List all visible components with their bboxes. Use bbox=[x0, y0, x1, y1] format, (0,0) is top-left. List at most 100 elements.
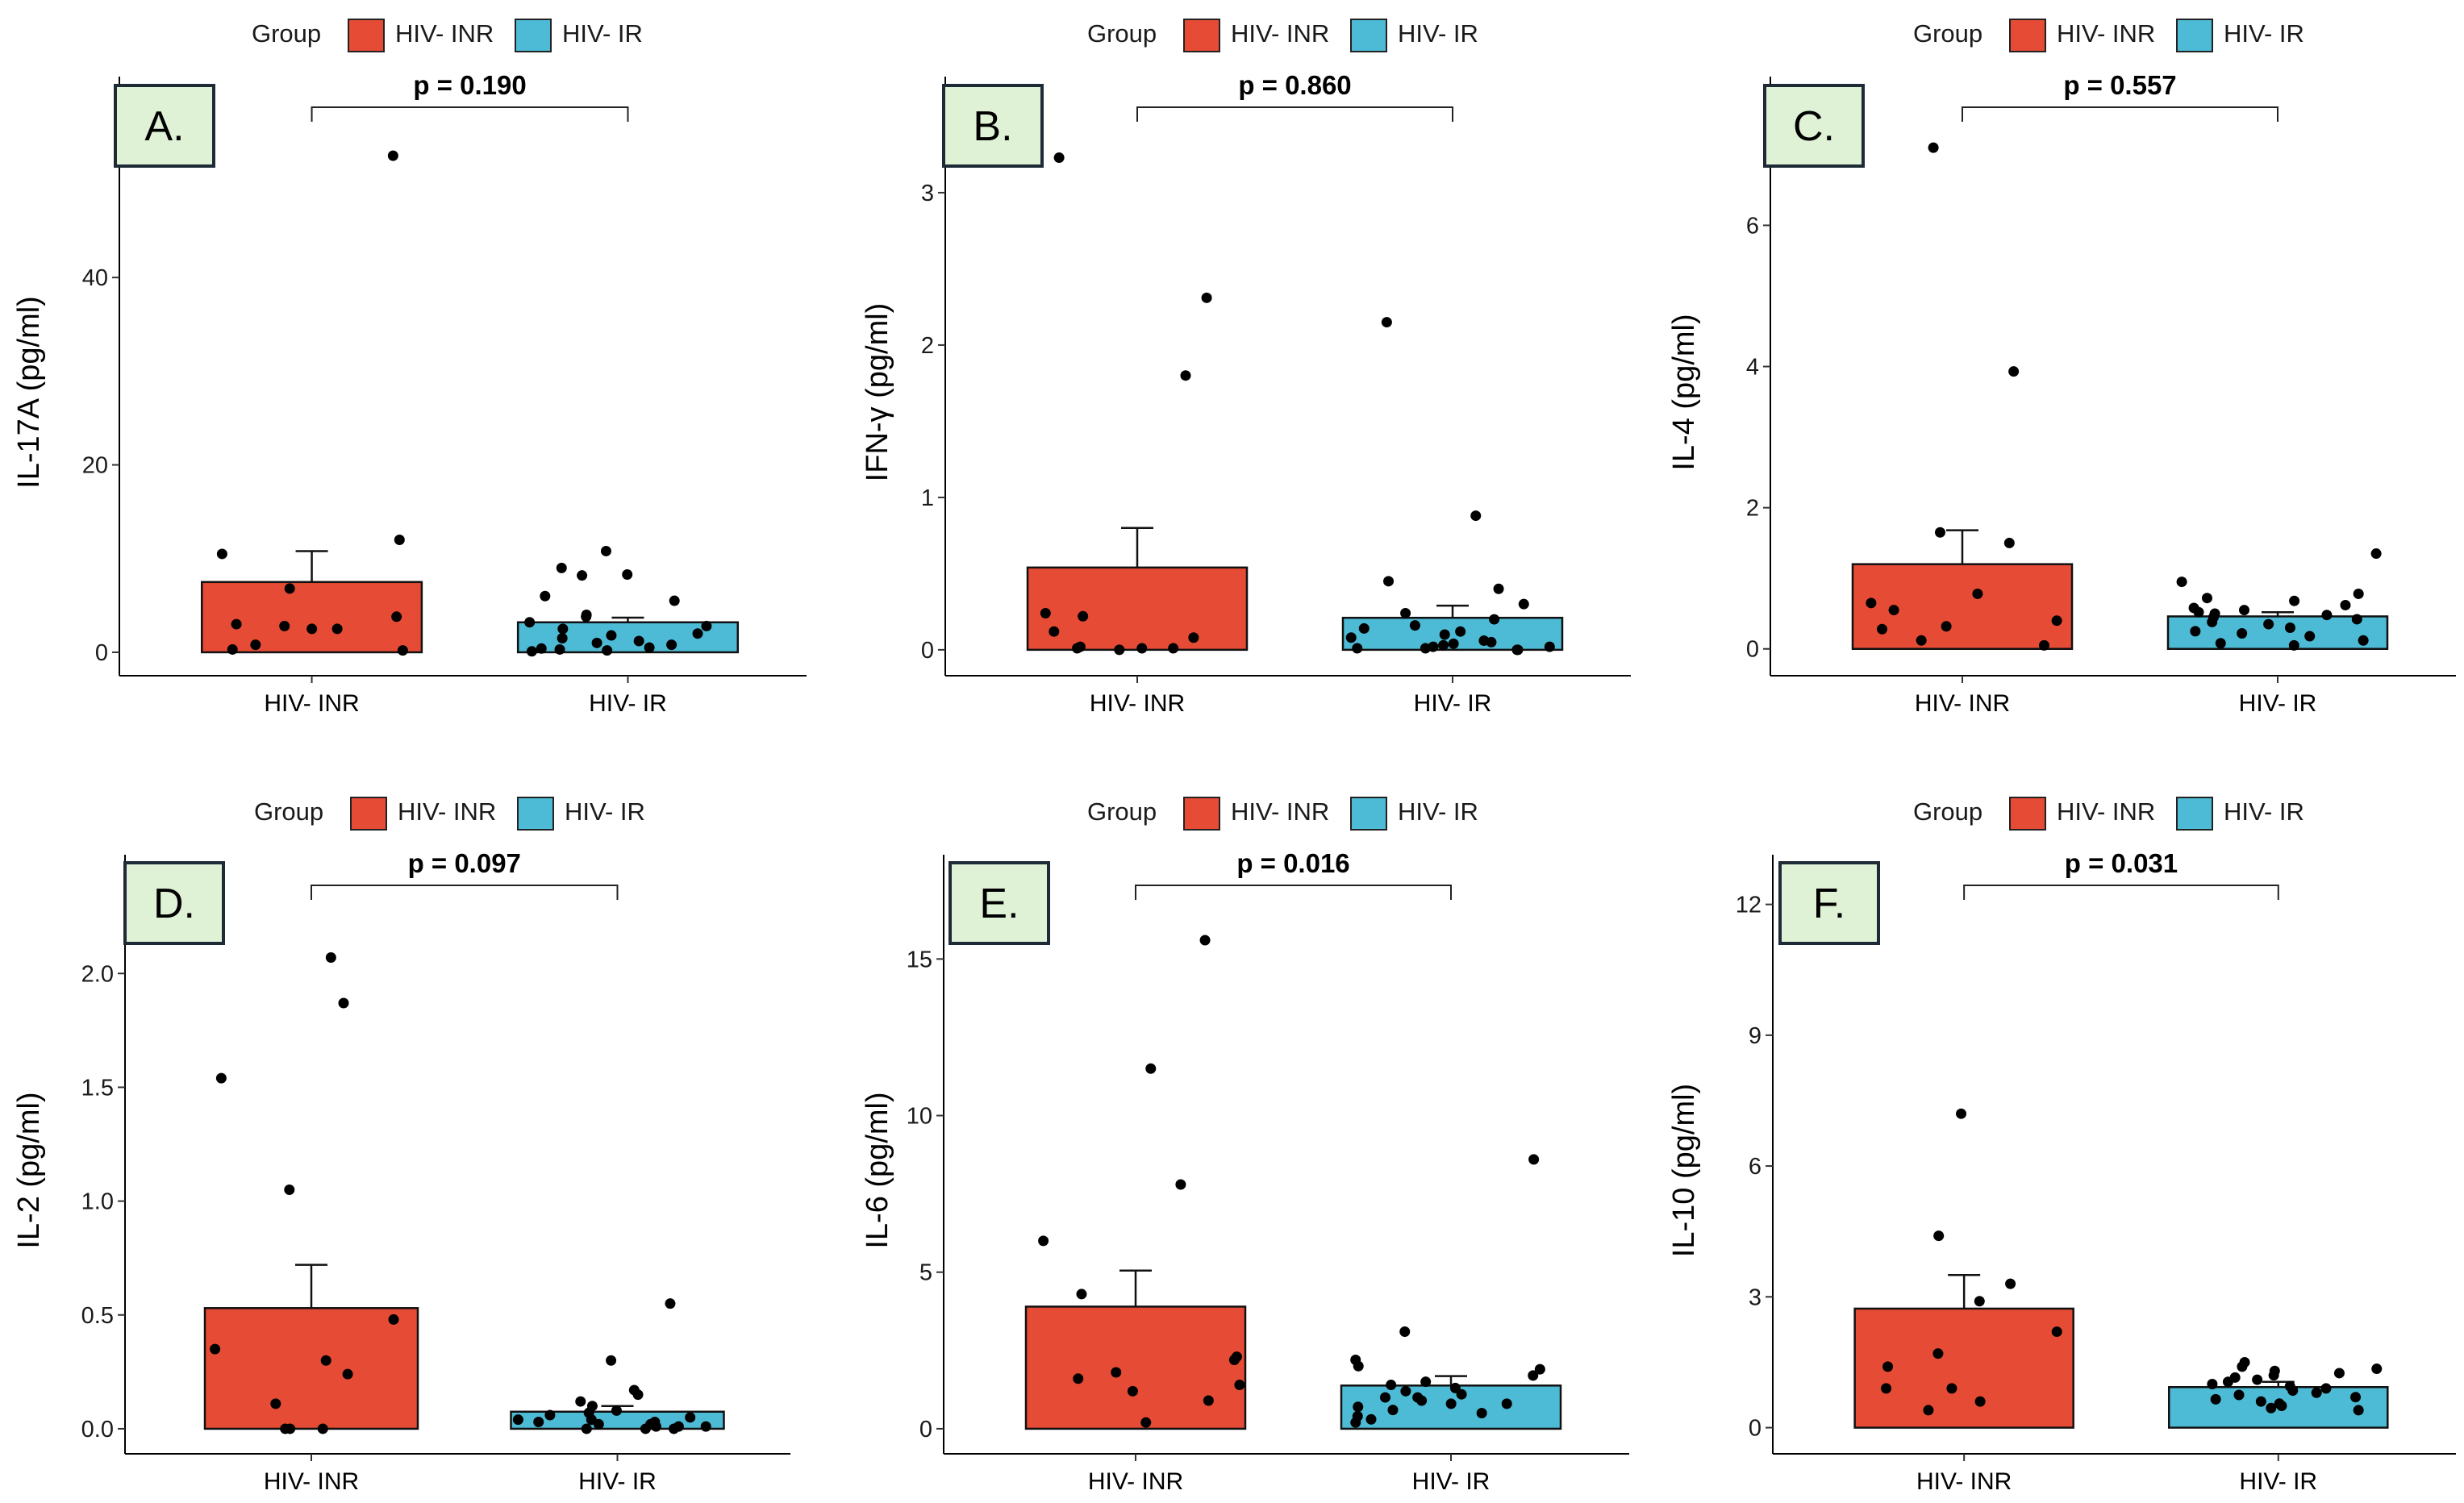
p-value-label: p = 0.860 bbox=[1238, 70, 1351, 100]
legend-title: Group bbox=[1087, 797, 1157, 826]
legend-swatch-ir bbox=[517, 797, 554, 831]
x-tick-label: HIV- INR bbox=[1915, 690, 2010, 717]
y-tick-label: 6 bbox=[1749, 1154, 1761, 1180]
data-point bbox=[215, 1072, 227, 1084]
data-point bbox=[270, 1398, 281, 1409]
legend-swatch-ir bbox=[1350, 797, 1387, 831]
p-value-label: p = 0.097 bbox=[408, 848, 521, 878]
panel-f: Group HIV- INR HIV- IR 0 3 6 9 12 IL-10 (pg/ml) H… bbox=[1667, 797, 2456, 1495]
y-axis-title: IL-17A (pg/ml) bbox=[12, 296, 46, 489]
data-point bbox=[1040, 608, 1051, 619]
x-tick-label: HIV- IR bbox=[2239, 690, 2317, 717]
panel-label-box bbox=[123, 861, 225, 945]
data-point bbox=[1972, 588, 1983, 599]
data-point bbox=[279, 620, 290, 631]
data-point bbox=[388, 1314, 399, 1325]
legend: Group HIV- INR HIV- IR bbox=[252, 19, 643, 52]
data-point bbox=[2222, 1376, 2233, 1388]
data-point bbox=[640, 1423, 651, 1434]
data-point bbox=[1203, 1395, 1214, 1406]
data-point bbox=[1923, 1405, 1934, 1416]
data-point bbox=[1420, 643, 1431, 654]
bar-inr bbox=[1024, 1305, 1247, 1430]
data-point bbox=[593, 1418, 604, 1430]
data-point bbox=[2233, 1389, 2245, 1401]
data-point bbox=[1136, 643, 1148, 654]
legend-label-inr: HIV- INR bbox=[1231, 797, 1329, 826]
data-point bbox=[701, 620, 712, 631]
legend-label-ir: HIV- IR bbox=[2224, 797, 2304, 826]
data-point bbox=[1934, 527, 1945, 538]
data-point bbox=[669, 595, 680, 606]
y-tick-label: 0.5 bbox=[81, 1303, 114, 1329]
y-tick-label: 3 bbox=[921, 181, 934, 206]
legend-swatch-inr bbox=[350, 797, 387, 831]
data-point bbox=[306, 623, 318, 635]
y-tick-label: 40 bbox=[82, 265, 108, 291]
y-tick-label: 15 bbox=[907, 947, 932, 972]
data-point bbox=[1518, 598, 1529, 610]
data-point bbox=[685, 1412, 696, 1423]
data-point bbox=[1493, 583, 1504, 594]
data-point bbox=[2304, 631, 2316, 642]
data-point bbox=[2287, 1385, 2299, 1397]
data-point bbox=[317, 1423, 328, 1434]
legend-swatch-inr bbox=[2009, 797, 2046, 831]
legend-label-inr: HIV- INR bbox=[395, 19, 494, 48]
data-point bbox=[2311, 1387, 2322, 1398]
panel-d: Group HIV- INR HIV- IR 0.0 0.5 1.0 1.5 2.0 IL-2 … bbox=[12, 797, 790, 1495]
data-point bbox=[2207, 616, 2218, 627]
y-tick-label: 1 bbox=[921, 485, 934, 511]
y-tick-label: 6 bbox=[1746, 213, 1759, 239]
legend-swatch-inr bbox=[348, 19, 385, 52]
data-point bbox=[1379, 1392, 1390, 1403]
data-point bbox=[1882, 1361, 1894, 1372]
data-point bbox=[2005, 1278, 2016, 1289]
legend-label-ir: HIV- IR bbox=[565, 797, 645, 826]
legend-title: Group bbox=[254, 797, 323, 826]
data-point bbox=[2051, 1326, 2062, 1338]
y-tick-label: 0 bbox=[1749, 1416, 1761, 1442]
x-tick-label: HIV- INR bbox=[1916, 1468, 2012, 1495]
data-point bbox=[2350, 1392, 2362, 1403]
legend-swatch-inr bbox=[1183, 19, 1220, 52]
data-point bbox=[1528, 1154, 1540, 1165]
data-point bbox=[1941, 621, 1952, 632]
data-point bbox=[1932, 1348, 1944, 1359]
legend-label-ir: HIV- IR bbox=[1398, 797, 1478, 826]
data-point bbox=[1387, 1405, 1399, 1416]
data-point bbox=[575, 1396, 586, 1407]
data-point bbox=[280, 1423, 291, 1434]
data-point bbox=[250, 639, 261, 651]
p-value-label: p = 0.016 bbox=[1236, 848, 1349, 878]
data-point bbox=[544, 1409, 556, 1421]
data-point bbox=[2176, 577, 2187, 588]
data-point bbox=[1353, 1401, 1364, 1413]
data-point bbox=[1486, 636, 1497, 647]
data-point bbox=[284, 583, 295, 594]
data-point bbox=[533, 1416, 544, 1427]
data-point bbox=[2193, 606, 2204, 618]
panel-label-box bbox=[114, 84, 215, 168]
panel-label: C. bbox=[1793, 103, 1835, 150]
legend-title: Group bbox=[252, 19, 321, 48]
data-point bbox=[512, 1414, 523, 1426]
data-point bbox=[1114, 644, 1125, 656]
data-point bbox=[1078, 610, 1089, 622]
significance-bracket bbox=[1135, 885, 1452, 900]
data-point bbox=[581, 1423, 592, 1434]
data-point bbox=[1381, 317, 1392, 328]
data-point bbox=[2237, 627, 2248, 639]
data-point bbox=[2371, 1364, 2383, 1375]
y-tick-label: 9 bbox=[1749, 1023, 1761, 1049]
data-point bbox=[2008, 366, 2020, 377]
legend-swatch-ir bbox=[2176, 797, 2213, 831]
legend-swatch-ir bbox=[1350, 19, 1387, 52]
data-point bbox=[2237, 1361, 2248, 1372]
data-point bbox=[1072, 643, 1083, 654]
panel-label-box bbox=[942, 84, 1044, 168]
data-point bbox=[540, 590, 551, 602]
data-point bbox=[1448, 638, 1459, 649]
data-point bbox=[2370, 548, 2382, 560]
legend-swatch-ir bbox=[2176, 19, 2213, 52]
